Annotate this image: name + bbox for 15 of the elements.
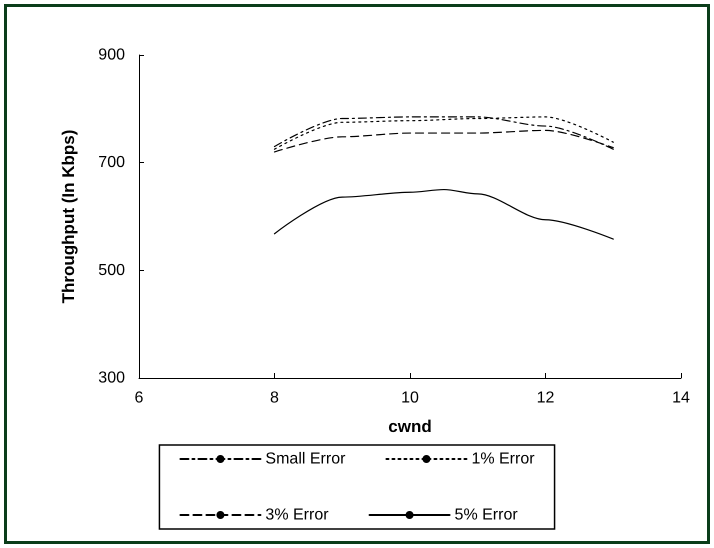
- legend-label: 5% Error: [454, 506, 518, 524]
- legend-label: Small Error: [265, 450, 346, 468]
- y-tick-label: 300: [98, 370, 126, 386]
- x-tick-label: 6: [134, 390, 144, 406]
- legend-label: 1% Error: [471, 450, 536, 468]
- x-tick-label: 12: [536, 390, 554, 406]
- x-tick-label: 8: [270, 390, 280, 406]
- y-tick-label: 700: [98, 154, 126, 172]
- y-axis-title: Throughput (In Kbps): [59, 130, 78, 304]
- y-tick-label: 500: [98, 262, 126, 279]
- x-axis-title: cwnd: [388, 417, 432, 436]
- x-tick-label: 14: [672, 390, 690, 406]
- x-tick-label: 10: [401, 390, 419, 406]
- legend-label: 3% Error: [265, 506, 330, 524]
- y-tick-label: 900: [98, 46, 126, 64]
